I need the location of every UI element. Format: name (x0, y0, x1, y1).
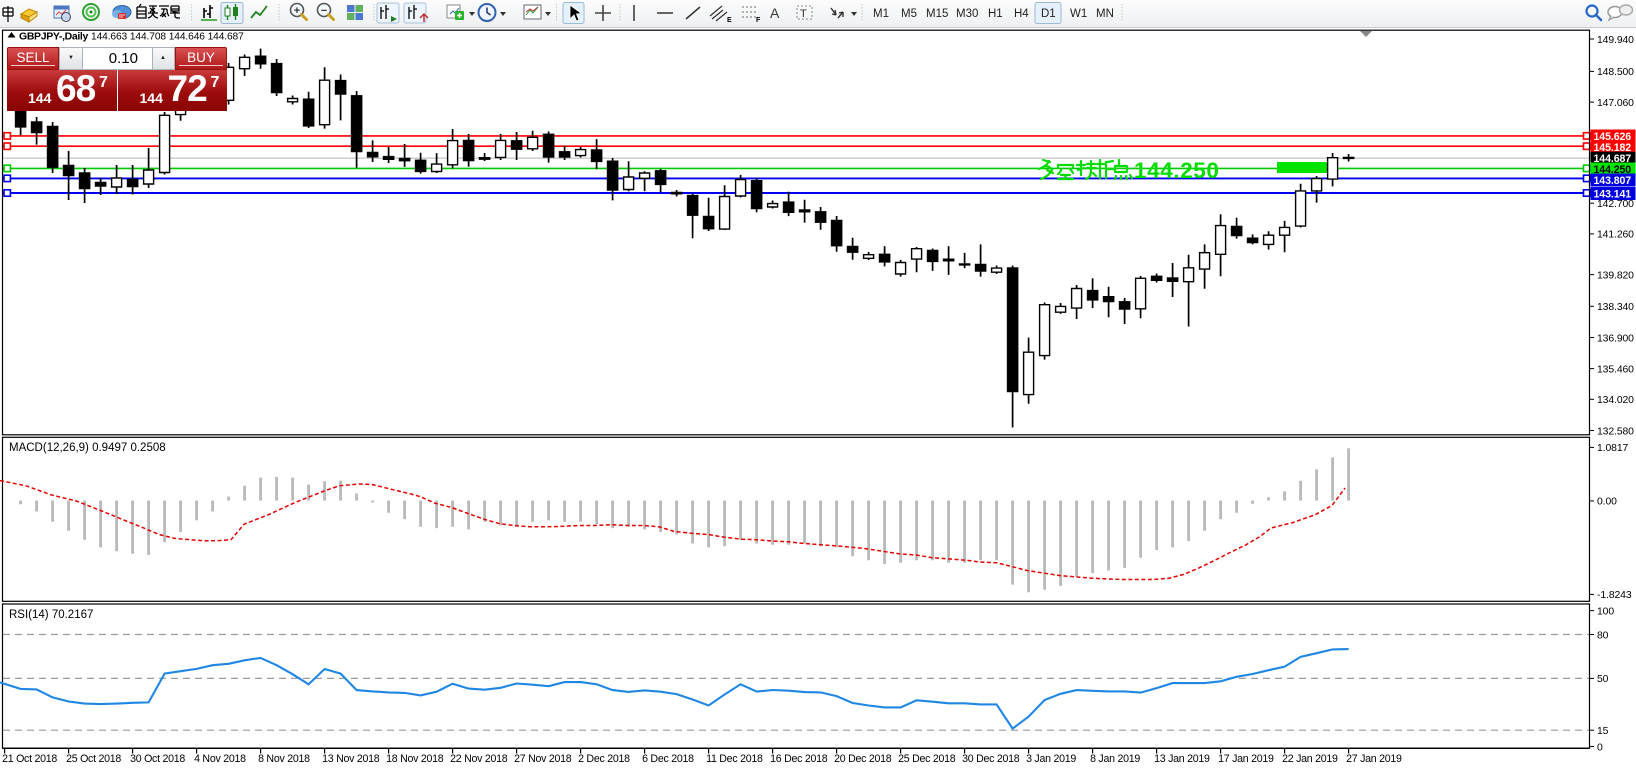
svg-text:M1: M1 (873, 8, 889, 20)
svg-text:144.687: 144.687 (1594, 153, 1632, 165)
svg-text:E: E (727, 17, 732, 24)
svg-text:148.500: 148.500 (1597, 67, 1634, 78)
svg-text:17 Jan 2019: 17 Jan 2019 (1218, 753, 1274, 765)
svg-text:22 Nov 2018: 22 Nov 2018 (450, 753, 508, 765)
svg-text:144.250: 144.250 (1594, 164, 1632, 176)
svg-text:T: T (800, 8, 807, 20)
svg-text:30 Oct 2018: 30 Oct 2018 (130, 753, 185, 765)
svg-text:136.900: 136.900 (1597, 333, 1634, 344)
svg-text:145.182: 145.182 (1594, 142, 1632, 154)
svg-text:8 Jan 2019: 8 Jan 2019 (1090, 753, 1140, 765)
svg-text:13 Jan 2019: 13 Jan 2019 (1154, 753, 1210, 765)
svg-text:138.340: 138.340 (1597, 302, 1634, 313)
svg-text:2 Dec 2018: 2 Dec 2018 (578, 753, 630, 765)
svg-text:1.0817: 1.0817 (1597, 443, 1629, 454)
svg-text:11 Dec 2018: 11 Dec 2018 (706, 753, 763, 765)
svg-text:H4: H4 (1014, 8, 1029, 20)
svg-text:132.580: 132.580 (1597, 426, 1634, 437)
svg-text:0.00: 0.00 (1597, 497, 1617, 508)
svg-text:16 Dec 2018: 16 Dec 2018 (770, 753, 828, 765)
svg-text:D1: D1 (1041, 8, 1056, 20)
svg-text:6 Dec 2018: 6 Dec 2018 (642, 753, 694, 765)
svg-text:M5: M5 (901, 8, 917, 20)
svg-text:MACD(12,26,9) 0.9497 0.2508: MACD(12,26,9) 0.9497 0.2508 (9, 442, 166, 454)
svg-text:80: 80 (1597, 630, 1609, 641)
svg-text:8 Nov 2018: 8 Nov 2018 (258, 753, 310, 765)
svg-text:22 Jan 2019: 22 Jan 2019 (1282, 753, 1338, 765)
svg-text:27 Jan 2019: 27 Jan 2019 (1346, 753, 1402, 765)
svg-text:141.260: 141.260 (1597, 230, 1634, 241)
svg-text:H1: H1 (988, 8, 1003, 20)
svg-text:27 Nov 2018: 27 Nov 2018 (514, 753, 572, 765)
svg-text:135.460: 135.460 (1597, 364, 1634, 375)
svg-text:4 Nov 2018: 4 Nov 2018 (194, 753, 246, 765)
svg-text:18 Nov 2018: 18 Nov 2018 (386, 753, 444, 765)
svg-text:143.141: 143.141 (1594, 189, 1632, 201)
svg-text:0: 0 (1597, 742, 1603, 753)
svg-text:147.060: 147.060 (1597, 98, 1634, 109)
svg-text:F: F (756, 17, 761, 24)
svg-text:+: + (294, 5, 300, 17)
svg-text:134.020: 134.020 (1597, 395, 1634, 406)
svg-text:144.250: 144.250 (1134, 158, 1220, 183)
svg-text:149.940: 149.940 (1597, 35, 1634, 46)
svg-text:100: 100 (1597, 606, 1614, 617)
svg-text:25 Dec 2018: 25 Dec 2018 (898, 753, 956, 765)
svg-text:30 Dec 2018: 30 Dec 2018 (962, 753, 1020, 765)
svg-text:M15: M15 (926, 8, 948, 20)
svg-text:20 Dec 2018: 20 Dec 2018 (834, 753, 892, 765)
svg-text:50: 50 (1597, 674, 1609, 685)
svg-text:MN: MN (1096, 8, 1114, 20)
svg-text:144.663 144.708 144.646 144.68: 144.663 144.708 144.646 144.687 (91, 32, 244, 43)
svg-text:25 Oct 2018: 25 Oct 2018 (66, 753, 121, 765)
svg-text:GBPJPY-,Daily: GBPJPY-,Daily (19, 31, 88, 43)
svg-text:143.807: 143.807 (1594, 175, 1632, 187)
svg-text:−: − (321, 5, 327, 17)
svg-text:W1: W1 (1070, 8, 1087, 20)
svg-text:M30: M30 (956, 8, 978, 20)
svg-text:145.626: 145.626 (1594, 131, 1632, 143)
svg-text:13 Nov 2018: 13 Nov 2018 (322, 753, 380, 765)
svg-text:21 Oct 2018: 21 Oct 2018 (2, 753, 57, 765)
svg-text:-1.8243: -1.8243 (1597, 590, 1632, 601)
svg-text:3 Jan 2019: 3 Jan 2019 (1026, 753, 1076, 765)
svg-text:RSI(14) 70.2167: RSI(14) 70.2167 (9, 609, 93, 621)
svg-text:142.700: 142.700 (1597, 199, 1634, 210)
svg-text:A: A (770, 5, 780, 21)
svg-text:15: 15 (1597, 726, 1609, 737)
svg-text:139.820: 139.820 (1597, 270, 1634, 281)
